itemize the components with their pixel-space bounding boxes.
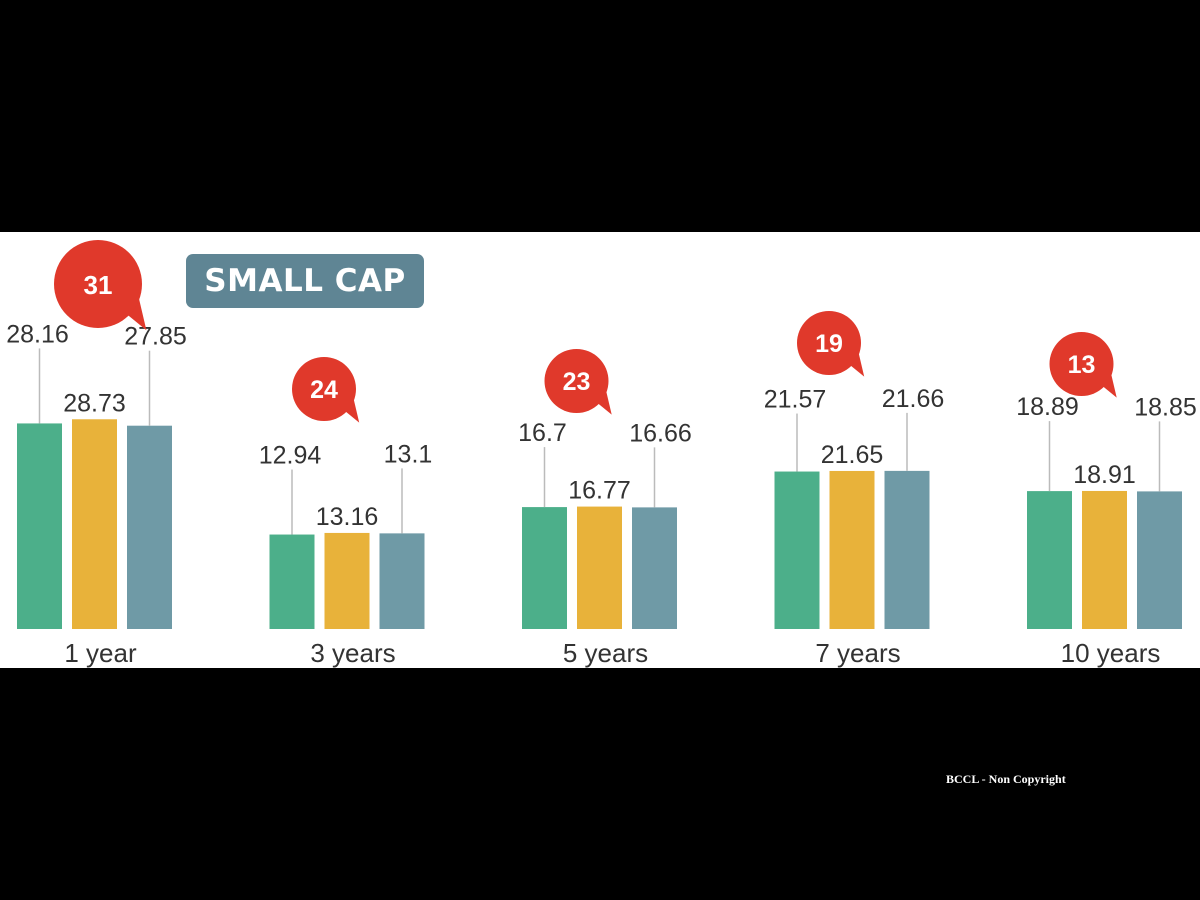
bubble-tail bbox=[1099, 370, 1117, 398]
bar bbox=[127, 425, 172, 629]
data-label: 16.7 bbox=[518, 419, 567, 447]
bar bbox=[1137, 491, 1182, 629]
bar bbox=[269, 534, 315, 629]
data-label: 13.1 bbox=[384, 440, 433, 468]
data-label: 12.94 bbox=[259, 442, 322, 470]
bubble-marker bbox=[1049, 332, 1114, 396]
data-label: 27.85 bbox=[124, 323, 187, 351]
category-label: 7 years bbox=[815, 638, 900, 668]
bar bbox=[1082, 490, 1127, 629]
bar bbox=[632, 507, 677, 629]
bar bbox=[829, 470, 875, 629]
data-label: 28.16 bbox=[6, 320, 69, 348]
bar bbox=[1027, 491, 1072, 629]
footer-note: BCCL - Non Copyright bbox=[946, 772, 1066, 786]
bubble-marker bbox=[544, 349, 609, 413]
bar bbox=[324, 532, 370, 629]
category-label: 1 year bbox=[64, 638, 137, 668]
bar bbox=[522, 507, 567, 629]
bar bbox=[577, 506, 622, 629]
chart-panel: 28.16 28.73 27.85 1 year 31 12.94 13.16 13.1 3 y… bbox=[0, 232, 1200, 668]
bar bbox=[379, 533, 425, 629]
data-label: 18.85 bbox=[1134, 393, 1197, 421]
category-label: 3 years bbox=[310, 638, 395, 668]
category-label: 10 years bbox=[1061, 638, 1161, 668]
data-label: 28.73 bbox=[63, 389, 126, 417]
bar bbox=[884, 470, 930, 629]
data-label: 21.66 bbox=[882, 385, 945, 413]
data-label: 16.66 bbox=[629, 419, 692, 447]
data-label: 18.91 bbox=[1073, 461, 1136, 489]
bubble-label: 24 bbox=[310, 376, 338, 404]
data-label: 21.65 bbox=[821, 441, 884, 469]
bubble-tail bbox=[594, 387, 612, 415]
chart-title-badge: SMALL CAP bbox=[186, 254, 424, 308]
bar-chart: 28.16 28.73 27.85 1 year 31 12.94 13.16 13.1 3 y… bbox=[6, 240, 1197, 668]
bubble-marker bbox=[54, 240, 142, 328]
bubble-label: 23 bbox=[563, 368, 591, 396]
bubble-marker bbox=[797, 311, 861, 375]
bubble-tail bbox=[122, 292, 147, 331]
data-label: 21.57 bbox=[764, 386, 827, 414]
bubble-tail bbox=[341, 395, 360, 423]
category-label: 5 years bbox=[563, 638, 648, 668]
bubble-label: 31 bbox=[84, 270, 113, 300]
data-label: 16.77 bbox=[568, 477, 631, 505]
bar bbox=[72, 419, 117, 629]
bubble-label: 19 bbox=[815, 330, 843, 358]
bubble-tail bbox=[846, 349, 865, 377]
data-label: 13.16 bbox=[316, 503, 379, 531]
bar bbox=[774, 471, 820, 629]
bubble-label: 13 bbox=[1068, 351, 1096, 379]
bar bbox=[17, 423, 62, 629]
bubble-marker bbox=[292, 357, 356, 421]
data-label: 18.89 bbox=[1016, 393, 1079, 421]
